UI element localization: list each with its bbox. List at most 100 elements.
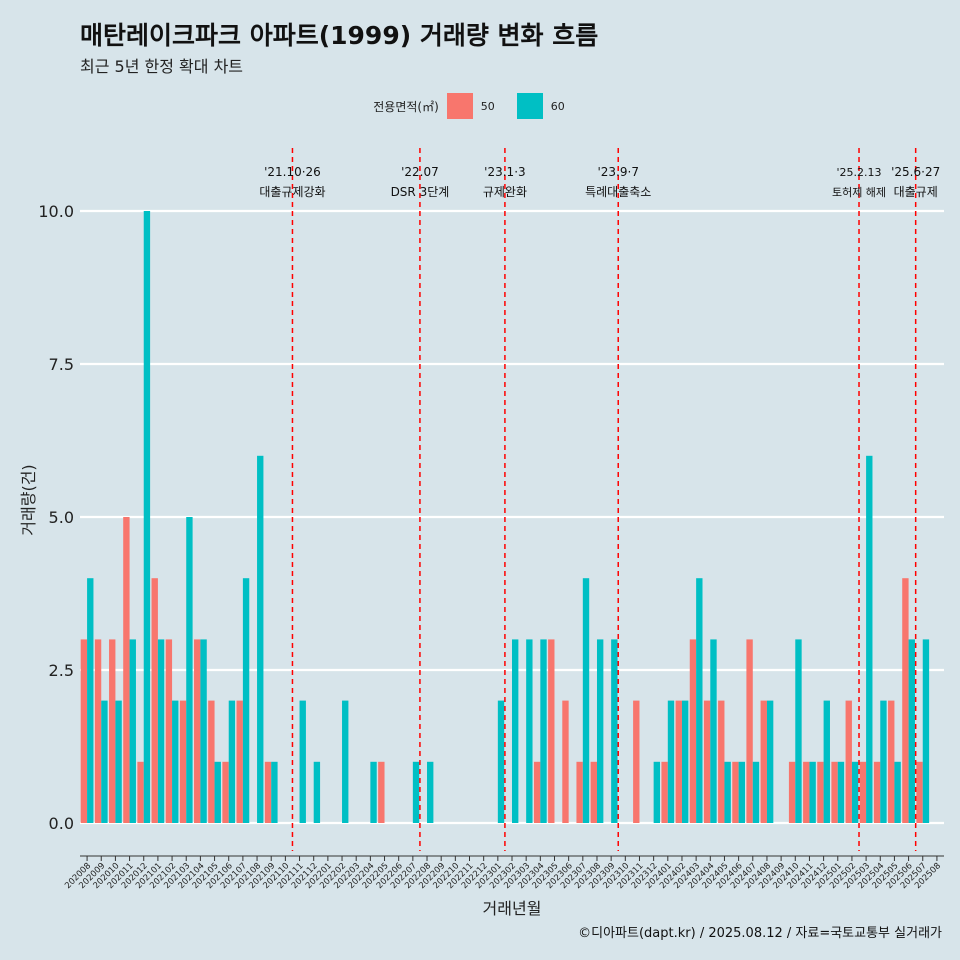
bar-60-202101 <box>157 639 165 823</box>
bar-50-202103 <box>179 700 187 823</box>
bar-60-202406 <box>738 761 745 823</box>
bar-60-202303 <box>526 639 533 823</box>
event-date: '25.6·27 <box>891 165 940 179</box>
bar-50-202412 <box>817 761 824 823</box>
chart-subtitle: 최근 5년 한정 확대 차트 <box>80 57 244 76</box>
y-tick-label: 5.0 <box>49 508 74 527</box>
bar-50-202311 <box>633 700 640 823</box>
bar-60-202307 <box>582 578 590 823</box>
event-date: '23.9·7 <box>597 165 638 179</box>
bar-60-202009 <box>101 700 108 823</box>
y-tick-label: 0.0 <box>49 814 74 833</box>
bar-50-202506 <box>902 578 909 823</box>
bar-50-202107 <box>236 700 243 823</box>
bar-60-202405 <box>724 761 731 823</box>
legend-swatch-60 <box>516 93 543 119</box>
event-label: DSR 3단계 <box>391 185 450 199</box>
bar-60-202304 <box>540 639 547 823</box>
bar-60-202204 <box>370 761 377 823</box>
bar-60-202407 <box>752 761 760 823</box>
bar-50-202507 <box>916 761 923 823</box>
bar-50-202408 <box>760 700 767 823</box>
legend: 전용면적(㎡) 50 60 <box>0 93 960 119</box>
bar-60-202106 <box>228 700 236 823</box>
bar-50-202304 <box>533 761 541 823</box>
bar-60-202308 <box>596 639 604 823</box>
bar-60-202411 <box>809 761 816 823</box>
event-date: '22.07 <box>401 165 439 179</box>
bar-60-202011 <box>129 639 136 823</box>
bar-60-202401 <box>667 700 675 823</box>
bar-60-202112 <box>313 761 321 823</box>
bar-50-202102 <box>165 639 173 823</box>
bar-60-202404 <box>710 639 717 823</box>
bar-50-202010 <box>109 639 116 823</box>
bar-60-202505 <box>894 761 901 823</box>
event-date: '23.1·3 <box>484 165 525 179</box>
bar-50-202403 <box>689 639 697 823</box>
bar-60-202111 <box>299 700 306 823</box>
bar-50-202501 <box>831 761 838 823</box>
bar-60-202309 <box>611 639 618 823</box>
bar-50-202109 <box>264 761 272 823</box>
legend-swatch-50 <box>446 93 473 119</box>
bar-60-202504 <box>880 700 887 823</box>
event-label: 토허제 해제 <box>832 185 886 199</box>
legend-label-60: 60 <box>550 99 565 113</box>
y-tick-label: 7.5 <box>49 355 74 374</box>
bar-60-202312 <box>653 761 661 823</box>
bar-50-202105 <box>208 700 215 823</box>
bar-60-202208 <box>427 761 434 823</box>
bar-60-202202 <box>342 700 349 823</box>
bar-50-202404 <box>703 700 711 823</box>
bar-50-202205 <box>378 761 385 823</box>
bar-60-202402 <box>681 700 689 823</box>
bar-50-202306 <box>562 700 569 823</box>
bar-50-202410 <box>788 761 796 823</box>
bar-60-202008 <box>87 578 94 823</box>
bar-60-202103 <box>186 517 193 823</box>
event-date: '21.10·26 <box>264 165 321 179</box>
bar-50-202407 <box>746 639 753 823</box>
bar-50-202504 <box>873 761 881 823</box>
bar-50-202106 <box>222 761 229 823</box>
bar-60-202109 <box>271 761 278 823</box>
bar-60-202503 <box>866 455 873 823</box>
bar-50-202401 <box>661 761 668 823</box>
bar-60-202108 <box>257 455 264 823</box>
bar-60-202302 <box>512 639 519 823</box>
bar-60-202105 <box>214 761 221 823</box>
bar-60-202501 <box>837 761 845 823</box>
bar-50-202505 <box>888 700 895 823</box>
bar-60-202412 <box>823 700 830 823</box>
bar-60-202506 <box>908 639 915 823</box>
bar-50-202011 <box>123 517 130 823</box>
x-axis-title: 거래년월 <box>483 899 542 918</box>
y-tick-label: 10.0 <box>38 202 74 221</box>
bar-50-202012 <box>137 761 144 823</box>
bar-60-202502 <box>851 761 859 823</box>
event-label: 규제완화 <box>483 185 527 199</box>
bar-60-202403 <box>696 578 703 823</box>
bar-50-202405 <box>718 700 725 823</box>
bar-50-202402 <box>675 700 682 823</box>
bar-60-202012 <box>143 211 151 823</box>
y-axis-title: 거래량(건) <box>19 464 38 535</box>
bar-60-202408 <box>766 700 774 823</box>
event-date: '25.2.13 <box>837 166 882 179</box>
bar-50-202101 <box>151 578 158 823</box>
bar-50-202411 <box>803 761 810 823</box>
bar-50-202406 <box>732 761 739 823</box>
bar-50-202502 <box>845 700 852 823</box>
bar-60-202301 <box>497 700 505 823</box>
event-label: 대출규제 <box>894 185 938 199</box>
legend-title: 전용면적(㎡) <box>373 99 439 114</box>
bar-60-202207 <box>412 761 420 823</box>
bar-50-202009 <box>94 639 102 823</box>
event-label: 대출규제강화 <box>259 185 325 199</box>
bar-50-202008 <box>80 639 88 823</box>
event-label: 특례대출축소 <box>585 185 651 199</box>
bar-60-202507 <box>922 639 930 823</box>
bar-50-202307 <box>576 761 583 823</box>
